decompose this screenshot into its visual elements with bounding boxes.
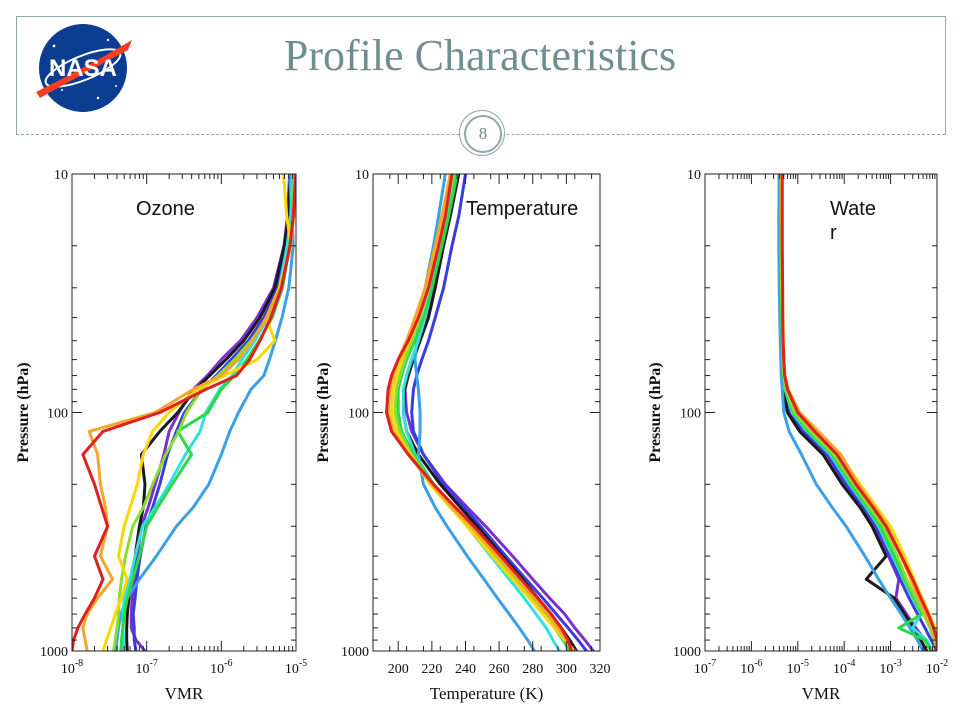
series-line-3 — [401, 174, 578, 651]
x-tick-label: 10-4 — [833, 658, 855, 677]
x-axis-label: VMR — [165, 684, 204, 703]
panel-label: Ozone — [136, 198, 195, 220]
series-line-3 — [125, 174, 292, 651]
x-tick-label: 10-7 — [694, 658, 716, 677]
series-line-5 — [401, 174, 562, 651]
x-tick-label: 260 — [489, 662, 510, 677]
x-tick-label: 10-3 — [879, 658, 901, 677]
y-tick-label: 100 — [47, 407, 68, 422]
x-tick-label: 280 — [522, 662, 543, 677]
series-line-10 — [780, 174, 937, 651]
series-line-10 — [72, 174, 296, 651]
x-tick-label: 220 — [421, 662, 442, 677]
y-tick-label: 10 — [355, 168, 369, 183]
y-tick-label: 1000 — [341, 645, 369, 660]
x-tick-label: 200 — [388, 662, 409, 677]
series-line-4 — [777, 174, 925, 651]
x-tick-label: 10-2 — [926, 658, 948, 677]
y-axis-label: Pressure (hPa) — [315, 362, 332, 462]
y-tick-label: 100 — [680, 407, 701, 422]
x-axis-label: Temperature (K) — [430, 684, 544, 703]
y-tick-label: 100 — [348, 407, 369, 422]
series-group — [385, 174, 595, 651]
logo-text: NASA — [49, 55, 117, 82]
series-line-6 — [119, 174, 296, 651]
chart-panel-2: 10 100 1000 200 220 240 260 280 300 320 Temperatur… — [315, 168, 611, 703]
series-line-9 — [386, 174, 575, 651]
x-tick-label: 10-7 — [135, 658, 157, 677]
x-tick-label: 300 — [556, 662, 577, 677]
series-line-6 — [779, 174, 933, 651]
y-tick-label: 10 — [54, 168, 68, 183]
x-tick-label: 320 — [590, 662, 611, 677]
y-tick-label: 1000 — [673, 645, 701, 660]
title-frame — [16, 16, 946, 135]
page-number-badge: 8 — [459, 110, 505, 156]
slide-title: Profile Characteristics — [283, 31, 677, 80]
series-line-9 — [81, 174, 296, 651]
x-tick-label: 10-8 — [61, 658, 83, 677]
y-tick-label: 10 — [687, 168, 701, 183]
panel-label: Temperature — [466, 198, 578, 220]
y-tick-label: 1000 — [40, 645, 68, 660]
series-group — [72, 174, 296, 651]
x-tick-label: 10-5 — [787, 658, 809, 677]
x-tick-label: 240 — [455, 662, 476, 677]
nasa-logo: NASA — [36, 24, 132, 112]
panel-label: Wate r — [830, 198, 876, 244]
x-tick-label: 10-6 — [210, 658, 232, 677]
y-axis-label: Pressure (hPa) — [15, 362, 32, 462]
series-line-1 — [129, 174, 292, 651]
series-group — [777, 174, 937, 651]
series-line-10 — [385, 174, 573, 651]
x-tick-label: 10-6 — [740, 658, 762, 677]
x-axis-label: VMR — [802, 684, 841, 703]
page-number: 8 — [464, 115, 502, 153]
vector-icon — [36, 40, 132, 98]
y-axis-label: Pressure (hPa) — [647, 362, 664, 462]
x-tick-label: 10-5 — [285, 658, 307, 677]
